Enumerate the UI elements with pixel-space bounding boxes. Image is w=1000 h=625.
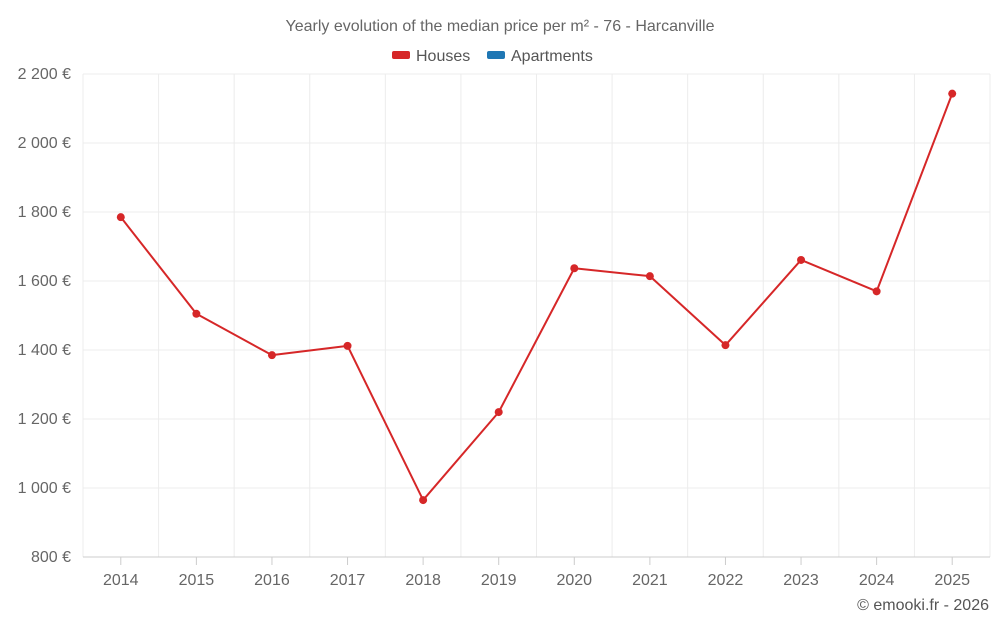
- y-axis-ticks: 2 200 € 2 000 € 1 800 € 1 600 € 1 400 € 1 200…: [18, 66, 71, 566]
- y-tick-label: 1 400 €: [18, 342, 71, 359]
- credit-text: © emooki.fr - 2026: [857, 597, 989, 614]
- x-axis-ticks: 2014 2015 2016 2017 2018 2019 2020 2021 2022 2023…: [103, 557, 970, 589]
- data-point-houses-2017[interactable]: [343, 341, 352, 350]
- data-point-houses-2025[interactable]: [948, 89, 957, 98]
- x-tick-label: 2014: [103, 572, 139, 589]
- data-point-houses-2018[interactable]: [419, 496, 428, 505]
- y-tick-label: 1 000 €: [18, 480, 71, 497]
- x-tick-label: 2016: [254, 572, 290, 589]
- legend-item-houses[interactable]: Houses: [392, 48, 470, 65]
- y-tick-label: 1 200 €: [18, 411, 71, 428]
- data-point-houses-2021[interactable]: [645, 272, 654, 281]
- y-tick-label: 2 000 €: [18, 135, 71, 152]
- x-tick-label: 2025: [934, 572, 970, 589]
- data-point-houses-2015[interactable]: [192, 309, 201, 318]
- data-point-houses-2019[interactable]: [494, 408, 503, 417]
- x-tick-label: 2023: [783, 572, 819, 589]
- data-point-houses-2024[interactable]: [872, 287, 881, 296]
- x-tick-label: 2017: [330, 572, 366, 589]
- data-point-houses-2014[interactable]: [116, 213, 125, 222]
- data-point-houses-2023[interactable]: [797, 255, 806, 264]
- chart-title: Yearly evolution of the median price per…: [286, 18, 715, 35]
- legend-item-apartments[interactable]: Apartments: [487, 48, 593, 65]
- x-tick-label: 2022: [708, 572, 744, 589]
- y-tick-label: 1 600 €: [18, 273, 71, 290]
- data-point-houses-2016[interactable]: [267, 351, 276, 360]
- x-tick-label: 2020: [556, 572, 592, 589]
- x-tick-label: 2015: [179, 572, 215, 589]
- y-tick-label: 800 €: [31, 549, 71, 566]
- legend-label-apartments: Apartments: [511, 48, 593, 65]
- y-tick-label: 2 200 €: [18, 66, 71, 83]
- data-point-houses-2020[interactable]: [570, 264, 579, 273]
- y-tick-label: 1 800 €: [18, 204, 71, 221]
- x-tick-label: 2021: [632, 572, 668, 589]
- grid: [82, 73, 991, 557]
- legend-swatch-apartments: [487, 51, 505, 59]
- data-point-houses-2022[interactable]: [721, 341, 730, 350]
- legend: Houses Apartments: [392, 48, 593, 65]
- legend-label-houses: Houses: [416, 48, 470, 65]
- x-tick-label: 2018: [405, 572, 441, 589]
- x-tick-label: 2019: [481, 572, 517, 589]
- legend-swatch-houses: [392, 51, 410, 59]
- series-line-houses: [120, 93, 954, 502]
- series-layer: [116, 89, 957, 505]
- x-tick-label: 2024: [859, 572, 895, 589]
